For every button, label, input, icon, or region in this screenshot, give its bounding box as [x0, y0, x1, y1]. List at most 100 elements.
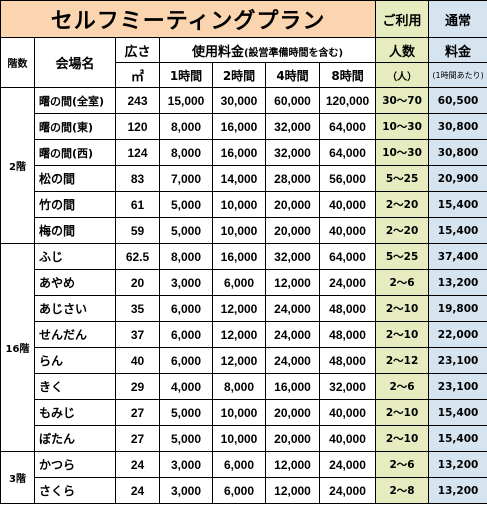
capacity: 2〜10 [375, 321, 430, 348]
table-row: ぼたん 27 5,000 10,000 20,000 40,000 2〜10 15,400 [1, 425, 487, 452]
table-row: 曙の間(西) 124 8,000 16,000 32,000 64,000 10〜30 30,… [1, 139, 487, 166]
table-row: さくら 24 3,000 6,000 12,000 24,000 2〜8 13,200 [1, 477, 487, 504]
fee-2h: 10,000 [212, 191, 266, 218]
fee-2h: 6,000 [212, 451, 266, 478]
fee-1h: 3,000 [159, 451, 213, 478]
fee-1h: 5,000 [159, 399, 213, 426]
venue-area: 243 [115, 87, 160, 114]
header-tsujo: 通常 [428, 0, 487, 38]
hourly-rate: 13,200 [428, 477, 487, 504]
fee-8h: 32,000 [318, 373, 377, 400]
fee-8h: 40,000 [318, 217, 377, 244]
fee-8h: 40,000 [318, 425, 377, 452]
hourly-rate: 20,900 [428, 165, 487, 192]
venue-area: 20 [115, 269, 160, 296]
table-row: 曙の間(東) 120 8,000 16,000 32,000 64,000 10〜30 30,… [1, 113, 487, 140]
venue-area: 24 [115, 451, 160, 478]
fee-8h: 40,000 [318, 191, 377, 218]
venue-name: もみじ [34, 399, 116, 426]
venue-name: ぼたん [34, 425, 116, 452]
hourly-rate: 13,200 [428, 269, 487, 296]
venue-name: らん [34, 347, 116, 374]
hourly-rate: 22,000 [428, 321, 487, 348]
fee-4h: 24,000 [265, 321, 320, 348]
venue-name: せんだん [34, 321, 116, 348]
fee-4h: 20,000 [265, 399, 320, 426]
fee-8h: 48,000 [318, 321, 377, 348]
floor-label: 2階 [0, 87, 35, 244]
page-title: セルフミーティングプラン [0, 0, 377, 38]
capacity: 2〜12 [375, 347, 430, 374]
fee-2h: 12,000 [212, 347, 266, 374]
fee-2h: 12,000 [212, 295, 266, 322]
fee-8h: 48,000 [318, 347, 377, 374]
venue-name: 竹の間 [34, 191, 116, 218]
fee-1h: 8,000 [159, 113, 213, 140]
venue-area: 120 [115, 113, 160, 140]
fee-4h: 16,000 [265, 373, 320, 400]
fee-8h: 24,000 [318, 451, 377, 478]
fee-4h: 12,000 [265, 477, 320, 504]
header-venue: 会場名 [34, 37, 116, 88]
fee-2h: 16,000 [212, 139, 266, 166]
header-h4: 4時間 [265, 62, 320, 88]
floor-label: 16階 [0, 243, 35, 452]
venue-area: 27 [115, 399, 160, 426]
capacity: 10〜30 [375, 113, 430, 140]
fee-4h: 32,000 [265, 139, 320, 166]
fee-8h: 64,000 [318, 243, 377, 270]
table-row: あやめ 20 3,000 6,000 12,000 24,000 2〜6 13,200 [1, 269, 487, 296]
hourly-rate: 15,400 [428, 425, 487, 452]
fee-2h: 30,000 [212, 87, 266, 114]
fee-8h: 64,000 [318, 139, 377, 166]
fee-1h: 7,000 [159, 165, 213, 192]
capacity: 30〜70 [375, 87, 430, 114]
capacity: 5〜25 [375, 165, 430, 192]
venue-area: 35 [115, 295, 160, 322]
fee-1h: 8,000 [159, 243, 213, 270]
fee-8h: 64,000 [318, 113, 377, 140]
fee-4h: 24,000 [265, 295, 320, 322]
table-body: 2階 曙の間(全室) 243 15,000 30,000 60,000 120,000 30〜… [0, 87, 487, 504]
hourly-rate: 23,100 [428, 347, 487, 374]
venue-name: 曙の間(東) [34, 113, 116, 140]
header-h1: 1時間 [159, 62, 213, 88]
capacity: 10〜30 [375, 139, 430, 166]
fee-4h: 32,000 [265, 243, 320, 270]
table-row: 16階 ふじ 62.5 8,000 16,000 32,000 64,000 5〜25 37,4… [0, 243, 487, 452]
fee-8h: 40,000 [318, 399, 377, 426]
venue-name: 梅の間 [34, 217, 116, 244]
fee-1h: 3,000 [159, 269, 213, 296]
header-fee-note: (設営準備時間を含む) [243, 47, 344, 59]
fee-1h: 6,000 [159, 321, 213, 348]
capacity: 2〜10 [375, 295, 430, 322]
venue-name: 曙の間(全室) [34, 87, 116, 114]
venue-area: 29 [115, 373, 160, 400]
capacity: 5〜25 [375, 243, 430, 270]
hourly-rate: 15,400 [428, 191, 487, 218]
header-fee: 使用料金(設営準備時間を含む) [158, 37, 377, 63]
fee-4h: 32,000 [265, 113, 320, 140]
header-cap: 人数 [375, 37, 430, 63]
fee-1h: 5,000 [159, 217, 213, 244]
venue-name: あじさい [34, 295, 116, 322]
capacity: 2〜20 [375, 191, 430, 218]
hourly-rate: 19,800 [428, 295, 487, 322]
capacity: 2〜6 [375, 373, 430, 400]
venue-area: 24 [115, 477, 160, 504]
table-row: 3階 かつら 24 3,000 6,000 12,000 24,000 2〜6 13,200 [0, 451, 487, 504]
venue-name: 松の間 [34, 165, 116, 192]
capacity: 2〜8 [375, 477, 430, 504]
fee-2h: 8,000 [212, 373, 266, 400]
fee-1h: 15,000 [159, 87, 213, 114]
table-row: 竹の間 61 5,000 10,000 20,000 40,000 2〜20 15,400 [1, 191, 487, 218]
capacity: 2〜10 [375, 425, 430, 452]
table-row: らん 40 6,000 12,000 24,000 48,000 2〜12 23,100 [1, 347, 487, 374]
venue-area: 124 [115, 139, 160, 166]
venue-area: 61 [115, 191, 160, 218]
venue-area: 59 [115, 217, 160, 244]
capacity: 2〜6 [375, 451, 430, 478]
venue-name: きく [34, 373, 116, 400]
fee-2h: 16,000 [212, 113, 266, 140]
